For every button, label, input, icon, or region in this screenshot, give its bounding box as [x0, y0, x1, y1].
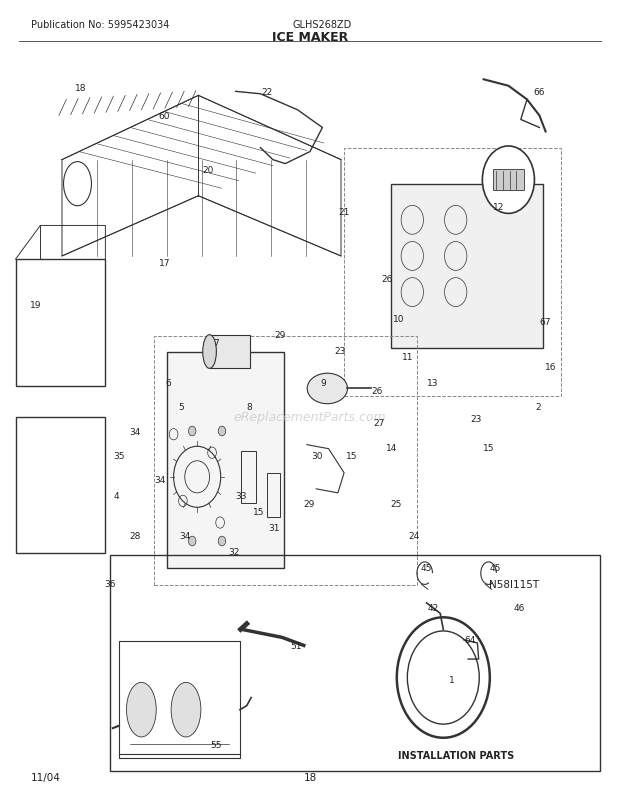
Text: 12: 12: [494, 202, 505, 212]
Text: 17: 17: [159, 258, 170, 268]
Circle shape: [188, 427, 196, 436]
Text: 30: 30: [312, 451, 323, 460]
Text: 18: 18: [303, 772, 317, 782]
Text: 22: 22: [261, 87, 272, 97]
Bar: [391, 184, 542, 349]
Text: 21: 21: [339, 208, 350, 217]
Text: 26: 26: [371, 387, 383, 396]
Text: Publication No: 5995423034: Publication No: 5995423034: [31, 20, 169, 30]
Text: 8: 8: [246, 403, 252, 412]
Text: 7: 7: [213, 338, 219, 348]
Text: 51: 51: [291, 641, 302, 650]
Text: 23: 23: [471, 414, 482, 423]
Text: 35: 35: [113, 451, 125, 460]
Text: 14: 14: [386, 443, 397, 452]
Text: 45: 45: [489, 563, 500, 573]
Bar: [154, 337, 417, 585]
Text: 9: 9: [321, 379, 327, 388]
Text: 15: 15: [254, 507, 265, 516]
Text: 29: 29: [275, 330, 286, 340]
Text: 34: 34: [154, 475, 166, 484]
Text: 27: 27: [374, 419, 385, 428]
Text: 19: 19: [30, 300, 42, 310]
Text: 31: 31: [268, 523, 280, 533]
Bar: [16, 417, 105, 553]
Bar: [110, 555, 600, 772]
Text: 26: 26: [382, 274, 393, 284]
Bar: [119, 642, 240, 758]
Text: 15: 15: [483, 443, 494, 452]
Text: 28: 28: [130, 531, 141, 541]
Ellipse shape: [203, 335, 216, 369]
Text: eReplacementParts.com: eReplacementParts.com: [234, 411, 386, 423]
Text: 10: 10: [393, 314, 404, 324]
Text: 34: 34: [179, 531, 190, 541]
Text: 36: 36: [105, 579, 116, 589]
Text: 16: 16: [545, 363, 556, 372]
Ellipse shape: [308, 374, 347, 404]
Text: 33: 33: [235, 491, 246, 500]
Circle shape: [218, 427, 226, 436]
Text: 6: 6: [166, 379, 172, 388]
Text: 42: 42: [427, 603, 438, 613]
Text: 5: 5: [178, 403, 184, 412]
Text: INSTALLATION PARTS: INSTALLATION PARTS: [397, 751, 514, 760]
Ellipse shape: [171, 683, 201, 737]
Text: 60: 60: [159, 111, 170, 121]
Text: 24: 24: [409, 531, 420, 541]
Text: 34: 34: [130, 427, 141, 436]
Text: GLHS268ZD: GLHS268ZD: [293, 20, 352, 30]
Text: ICE MAKER: ICE MAKER: [272, 30, 348, 43]
Text: 4: 4: [113, 491, 120, 500]
Text: 2: 2: [535, 403, 541, 412]
Ellipse shape: [126, 683, 156, 737]
Text: 32: 32: [229, 547, 240, 557]
Text: 67: 67: [540, 318, 551, 327]
Text: 11/04: 11/04: [31, 772, 61, 782]
Text: 25: 25: [390, 499, 401, 508]
Text: 23: 23: [334, 346, 345, 356]
Bar: [167, 353, 284, 568]
Circle shape: [482, 147, 534, 214]
Text: 45: 45: [421, 563, 432, 573]
Text: 66: 66: [534, 87, 545, 97]
Bar: [493, 170, 524, 191]
Bar: [16, 260, 105, 387]
Text: 18: 18: [75, 83, 86, 93]
Text: 1: 1: [448, 675, 454, 685]
Circle shape: [188, 537, 196, 546]
Text: 46: 46: [514, 603, 525, 613]
Text: 29: 29: [303, 499, 314, 508]
Text: 64: 64: [464, 635, 476, 645]
Text: N58I115T: N58I115T: [489, 579, 539, 589]
Circle shape: [218, 537, 226, 546]
Bar: [241, 452, 256, 504]
Bar: [210, 335, 250, 369]
Bar: [344, 148, 561, 397]
Text: 11: 11: [402, 352, 414, 362]
Text: 20: 20: [202, 165, 213, 175]
Bar: [267, 473, 280, 517]
Text: 15: 15: [347, 451, 358, 460]
Text: 55: 55: [210, 739, 221, 749]
Text: 13: 13: [427, 379, 438, 388]
